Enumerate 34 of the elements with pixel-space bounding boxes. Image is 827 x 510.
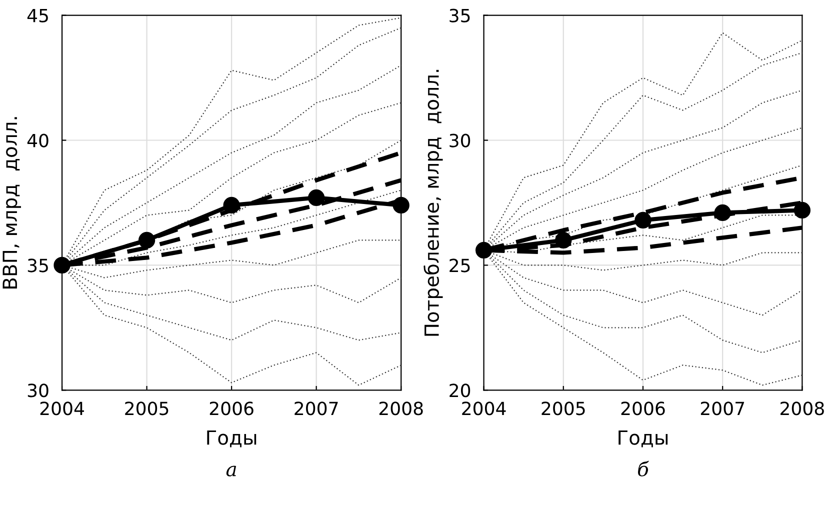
y-tick-label: 45: [27, 8, 48, 22]
text: б: [638, 460, 649, 476]
point: [54, 256, 70, 274]
point: [308, 189, 325, 206]
point: [138, 232, 156, 249]
y-tick-label: 35: [28, 258, 48, 272]
x-tick-label: 2006: [210, 402, 254, 416]
x-tick-label: 2007: [294, 402, 338, 416]
point: [714, 204, 731, 222]
y-tick-label: 20: [450, 384, 470, 398]
x-tick-label: 2004: [462, 402, 506, 416]
y-tick-label: 25: [450, 258, 470, 272]
y-tick-label: 30: [450, 134, 470, 148]
point: [475, 242, 492, 259]
y-tick-label: 40: [27, 134, 48, 148]
x-tick-label: 2008: [780, 402, 824, 416]
x-tick-label: 2005: [125, 402, 168, 416]
x-tick-label: 2007: [700, 402, 744, 416]
point: [555, 232, 572, 249]
x-tick-label: 2005: [542, 402, 585, 416]
y-tick-label: 30: [28, 384, 48, 398]
x-tick-label: 2008: [379, 402, 423, 416]
point: [634, 212, 652, 229]
x-tick-label: 2004: [40, 402, 84, 416]
x-axis-title: Годы: [618, 430, 668, 448]
point: [223, 196, 240, 214]
y-axis-title: Потребление, млрд долл.: [424, 70, 443, 336]
point: [794, 202, 811, 219]
text: а: [226, 466, 236, 476]
x-axis-title: Годы: [207, 430, 256, 448]
y-tick-label: 35: [450, 8, 470, 22]
point: [392, 196, 410, 214]
y-axis-title: ВВП, млрд долл.: [2, 117, 21, 288]
x-tick-label: 2006: [621, 402, 665, 416]
